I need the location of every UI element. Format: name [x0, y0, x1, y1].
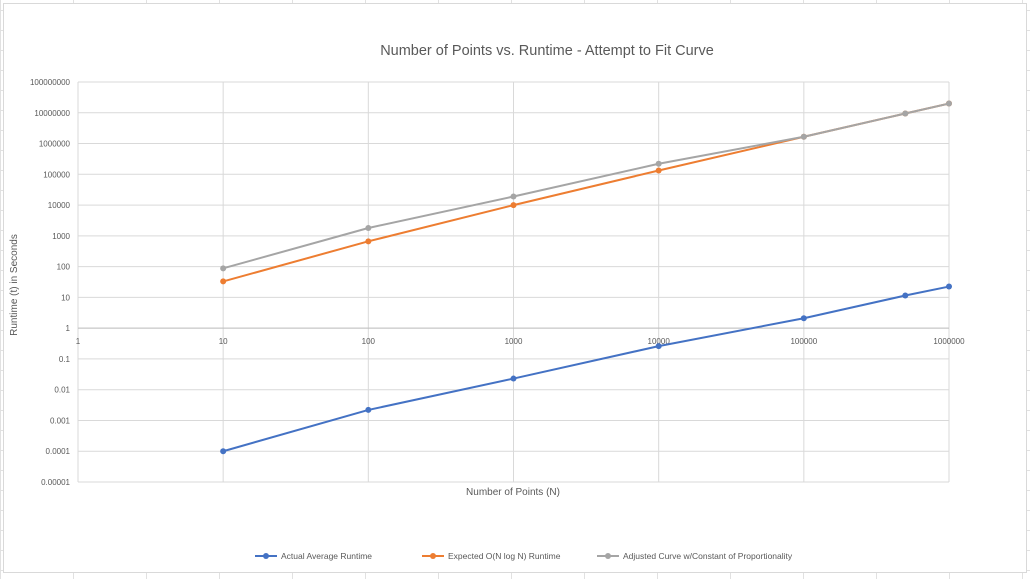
y-tick-label: 10000 [48, 201, 71, 210]
data-point [220, 278, 227, 285]
series-lines [220, 100, 952, 455]
legend-entry-label: Expected O(N log N) Runtime [448, 551, 561, 561]
data-point [510, 202, 517, 209]
y-tick-label: 1 [66, 324, 71, 333]
legend-entry-label: Adjusted Curve w/Constant of Proportiona… [623, 551, 793, 561]
chart-title: Number of Points vs. Runtime - Attempt t… [380, 43, 714, 59]
data-point [800, 315, 807, 322]
y-tick-label: 1000000 [39, 140, 71, 149]
legend-marker [430, 553, 436, 559]
data-point [220, 265, 227, 272]
y-tick-label: 10 [61, 293, 70, 302]
legend-entry-label: Actual Average Runtime [281, 551, 372, 561]
y-tick-label: 0.0001 [46, 447, 71, 456]
data-point [655, 343, 662, 350]
gridlines [77, 81, 950, 483]
y-tick-label: 100 [57, 263, 71, 272]
data-point [902, 292, 909, 299]
x-tick-label: 1000 [505, 337, 523, 346]
y-axis-title: Runtime (t) in Seconds [9, 234, 20, 336]
legend: Actual Average Runtime Expected O(N log N… [255, 551, 793, 561]
data-point [946, 100, 952, 107]
data-point [800, 133, 807, 140]
legend-marker [263, 553, 269, 559]
data-point [946, 283, 952, 290]
x-tick-label: 10000 [648, 337, 671, 346]
data-point [365, 224, 372, 231]
chart-area[interactable]: Number of Points vs. Runtime - Attempt t… [3, 3, 1027, 573]
legend-marker [605, 553, 611, 559]
axes: 0.00001 0.0001 0.001 0.01 0.1 1 10 100 1000 10000… [30, 78, 965, 487]
data-point [510, 193, 517, 200]
y-tick-label: 0.1 [59, 355, 71, 364]
y-tick-label: 1000 [52, 232, 70, 241]
y-tick-label: 10000000 [34, 109, 70, 118]
y-tick-label: 0.01 [54, 386, 70, 395]
data-point [655, 160, 662, 167]
series-line [222, 102, 950, 270]
x-tick-label: 100000 [790, 337, 817, 346]
x-tick-label: 1000000 [933, 337, 965, 346]
y-tick-label: 100000000 [30, 78, 71, 87]
y-tick-label: 100000 [43, 170, 70, 179]
y-tick-label: 0.001 [50, 416, 71, 425]
x-tick-label: 10 [219, 337, 228, 346]
data-point [655, 167, 662, 174]
x-tick-label: 1 [76, 337, 81, 346]
line-chart: Number of Points vs. Runtime - Attempt t… [9, 43, 965, 561]
data-point [902, 110, 909, 117]
data-point [510, 375, 517, 382]
y-tick-label: 0.00001 [41, 478, 70, 487]
series-line [222, 285, 950, 453]
x-axis-title: Number of Points (N) [466, 487, 560, 498]
data-point [365, 406, 372, 413]
x-tick-label: 100 [362, 337, 376, 346]
series-line [222, 102, 950, 283]
data-point [365, 238, 372, 245]
data-point [220, 448, 227, 455]
